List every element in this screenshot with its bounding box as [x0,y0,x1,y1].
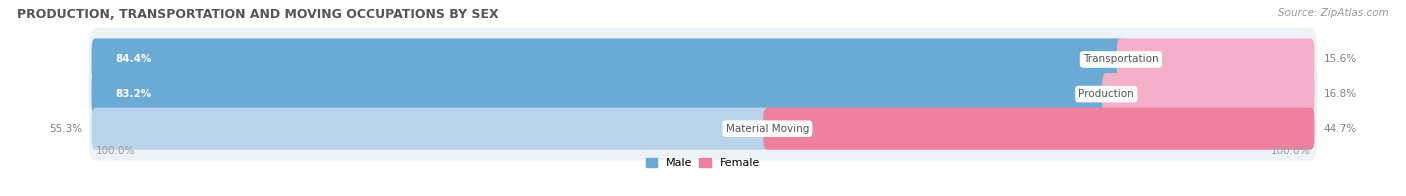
FancyBboxPatch shape [1116,38,1315,81]
Text: 100.0%: 100.0% [96,146,135,156]
Text: Transportation: Transportation [1083,54,1159,64]
Text: 100.0%: 100.0% [1271,146,1310,156]
Text: Material Moving: Material Moving [725,124,808,134]
FancyBboxPatch shape [91,38,1125,81]
Text: Source: ZipAtlas.com: Source: ZipAtlas.com [1278,8,1389,18]
FancyBboxPatch shape [89,97,1317,161]
Text: PRODUCTION, TRANSPORTATION AND MOVING OCCUPATIONS BY SEX: PRODUCTION, TRANSPORTATION AND MOVING OC… [17,8,499,21]
Text: 55.3%: 55.3% [49,124,82,134]
FancyBboxPatch shape [89,62,1317,126]
Legend: Male, Female: Male, Female [647,158,759,169]
FancyBboxPatch shape [1102,73,1315,115]
FancyBboxPatch shape [89,28,1317,91]
FancyBboxPatch shape [91,108,772,150]
Text: 83.2%: 83.2% [115,89,152,99]
FancyBboxPatch shape [91,73,1111,115]
FancyBboxPatch shape [763,108,1315,150]
Text: 44.7%: 44.7% [1324,124,1357,134]
Text: Production: Production [1078,89,1135,99]
Text: 15.6%: 15.6% [1324,54,1357,64]
Text: 16.8%: 16.8% [1324,89,1357,99]
Text: 84.4%: 84.4% [115,54,152,64]
